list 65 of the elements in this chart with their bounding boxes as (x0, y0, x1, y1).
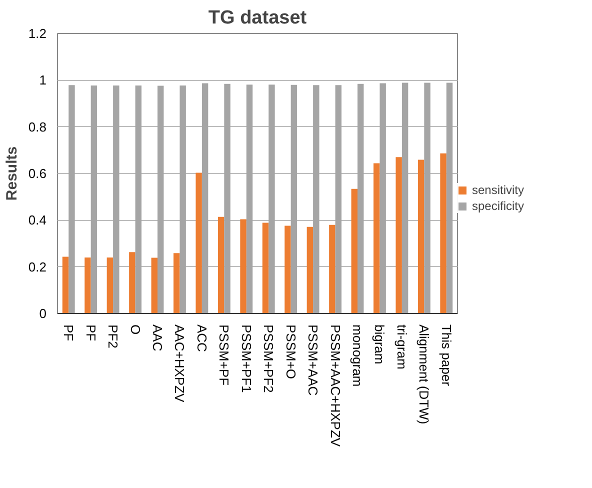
x-tick-label: AAC+HXPZV (172, 324, 188, 402)
x-tick-label: PSSM+AAC+HXPZV (328, 324, 343, 447)
x-tick-label: PF2 (106, 324, 121, 348)
bar (284, 226, 291, 314)
x-tick-label: monogram (350, 324, 365, 387)
bar (196, 172, 202, 314)
bar (262, 222, 269, 314)
y-axis-title: Results (3, 146, 20, 201)
bar (290, 84, 298, 314)
bar (440, 153, 446, 314)
bar (158, 86, 164, 314)
x-tick-label: PSSM+PF (216, 324, 232, 386)
bar (396, 157, 402, 314)
bar (218, 216, 224, 314)
bar (246, 84, 253, 314)
y-tick-label: 0.2 (28, 259, 47, 274)
x-tick-label: PF (83, 324, 98, 342)
bar (113, 86, 120, 314)
bar (240, 219, 246, 314)
chart-title: TG dataset (208, 8, 308, 28)
x-tick-label: bigram (372, 324, 388, 364)
x-tick-label: PSSM+AAC (306, 324, 321, 396)
bar (202, 83, 208, 314)
bar (180, 86, 186, 314)
bar (358, 84, 364, 314)
x-tick-label: O (128, 324, 143, 335)
bar (313, 85, 320, 314)
bar (174, 253, 180, 314)
legend-label: specificity (472, 199, 524, 213)
x-tick-label: AAC (150, 324, 165, 352)
x-tick-label: This paper (438, 324, 454, 387)
bar (268, 84, 275, 314)
bar (380, 83, 386, 314)
bar (306, 226, 314, 314)
bar (329, 224, 336, 314)
bar (135, 86, 142, 314)
legend-label: sensitivity (472, 183, 524, 197)
bar (129, 252, 136, 314)
x-tick-label: PSSM+O (283, 324, 298, 380)
bar (68, 85, 75, 314)
y-tick-label: 0.8 (28, 119, 47, 134)
bar (402, 82, 408, 314)
x-tick-label: ACC (194, 324, 210, 352)
bar (335, 85, 342, 314)
x-tick-label: PSSM+PF2 (261, 324, 276, 393)
bar (374, 163, 380, 314)
bar (90, 86, 98, 314)
bar (446, 82, 453, 314)
y-tick-label: 1 (39, 72, 47, 88)
bar (424, 82, 430, 314)
bar (106, 258, 114, 314)
bar (62, 256, 69, 314)
bar (84, 258, 91, 314)
x-tick-label: PSSM+PF1 (238, 324, 254, 393)
x-tick-label: PF (61, 324, 76, 342)
y-tick-label: 0.6 (28, 166, 47, 181)
x-tick-label: Alignment (DTW) (416, 324, 432, 424)
x-tick-label: tri-gram (394, 324, 410, 370)
bar (351, 188, 358, 314)
bar (151, 258, 158, 314)
bar (224, 84, 230, 314)
y-tick-label: 0.4 (28, 212, 47, 228)
bar (418, 160, 424, 314)
y-tick-label: 1.2 (28, 26, 47, 41)
y-tick-label: 0 (39, 306, 47, 321)
